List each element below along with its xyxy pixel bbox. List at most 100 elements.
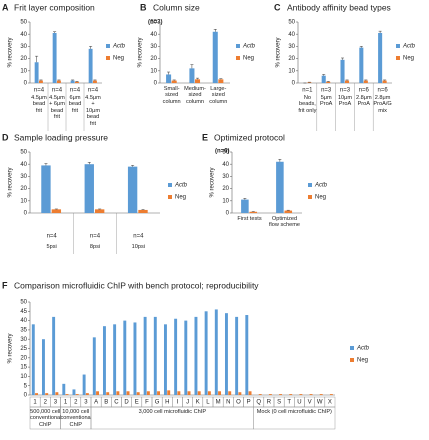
y-tick-label: 40 [20,32,27,38]
category-label: 2.8μm ProA/G mix [373,95,392,114]
bar [143,316,147,395]
y-tick-label: 30 [20,44,27,50]
x-tick-label: 3 [84,400,88,406]
bar [218,391,222,395]
y-tick-label: 25 [20,346,27,352]
category-label: Medium-sized column [184,86,206,105]
category-label: 5μm ProA [319,95,333,108]
error-bar [341,57,345,60]
bar [126,391,130,395]
label-box: Small-sized column [163,86,181,105]
x-tick-label: W [317,400,323,406]
bar [133,322,137,395]
y-tick-label: 10 [288,68,295,74]
legend-label: Actb [242,44,256,50]
y-tick-label: 15 [20,365,27,371]
error-bar [359,46,363,48]
error-bar [190,64,194,69]
legend-swatch [106,44,110,48]
y-tick-label: 30 [288,44,295,50]
label-box: 8psi [90,244,100,250]
panel-letter: A [2,2,9,12]
y-tick-label: 20 [20,186,27,192]
bar [127,166,138,213]
x-tick-label: S [277,400,281,406]
x-tick-label: 2 [74,400,78,406]
bar [309,394,313,395]
x-tick-label: O [236,400,241,406]
label-box: 3,000 cell microfluidic ChIP [139,409,206,415]
legend-swatch [396,44,400,48]
x-tick-label: B [104,400,108,406]
y-tick-label: 40 [20,318,27,324]
legend-swatch [168,183,172,187]
bar [102,326,106,395]
error-bar [378,30,382,33]
category-label: 4.5μm + 10μm bead frit [85,95,101,127]
y-axis-label: % recovery [138,37,144,67]
x-tick-label: I [177,400,179,406]
error-bar [345,79,349,81]
y-tick-label: 50 [20,20,27,26]
y-tick-label: 50 [150,20,157,26]
y-tick-label: 40 [222,162,229,168]
label-box: 10psi [132,244,145,250]
y-tick-label: 0 [154,81,158,87]
category-label: First tests [237,216,262,222]
annotation: (n=3) [148,20,163,26]
bar [93,80,97,83]
x-tick-label: 1 [64,400,68,406]
legend-label: Neg [243,56,254,62]
legend-swatch [308,183,312,187]
error-bar [364,79,368,81]
bar [106,392,110,395]
x-tick-label: H [165,400,169,406]
x-tick-label: X [328,400,332,406]
bar [321,75,326,83]
category-label: 4.5μm bead frit [31,95,47,114]
bar [284,210,293,213]
bar [276,161,284,213]
bar [248,391,252,395]
label-box: 5μm ProA [319,95,333,108]
bar [31,324,35,395]
bar [195,79,201,83]
bar [363,80,368,83]
y-axis-label: % recovery [276,37,282,67]
bar [167,390,171,395]
y-tick-label: 0 [24,393,28,399]
x-tick-label: M [216,400,221,406]
legend-label: Actb [402,44,416,50]
y-tick-label: 20 [222,186,229,192]
y-tick-label: 30 [222,174,229,180]
legend-swatch [236,56,240,60]
error-bar [71,79,75,81]
n-label: n=4 [90,234,101,240]
bar [52,316,56,395]
error-bar [131,165,135,167]
bar [187,391,191,395]
error-bar [89,46,93,49]
x-tick-label: C [114,400,119,406]
y-tick-label: 10 [150,68,157,74]
n-label: n=6 [378,88,389,94]
category-label: Optimized flow scheme [268,216,301,229]
category-label: 6μm bead frit [68,95,82,114]
label-box: 5psi [47,244,57,250]
bar [166,74,172,83]
bar [55,392,59,395]
y-tick-label: 40 [288,32,295,38]
chart-title: Frit layer composition [14,2,95,12]
y-tick-label: 10 [20,198,27,204]
n-label: n=6 [359,88,370,94]
x-tick-label: U [297,400,301,406]
chart-title: Column size [153,2,200,12]
legend-label: Actb [174,183,188,189]
bar [245,315,249,395]
y-tick-label: 20 [20,355,27,361]
legend-label: Actb [314,183,328,189]
bar [184,320,188,395]
n-label: n=4 [52,88,63,94]
category-label: 10μm ProA [337,95,353,108]
n-label: n=3 [321,88,332,94]
